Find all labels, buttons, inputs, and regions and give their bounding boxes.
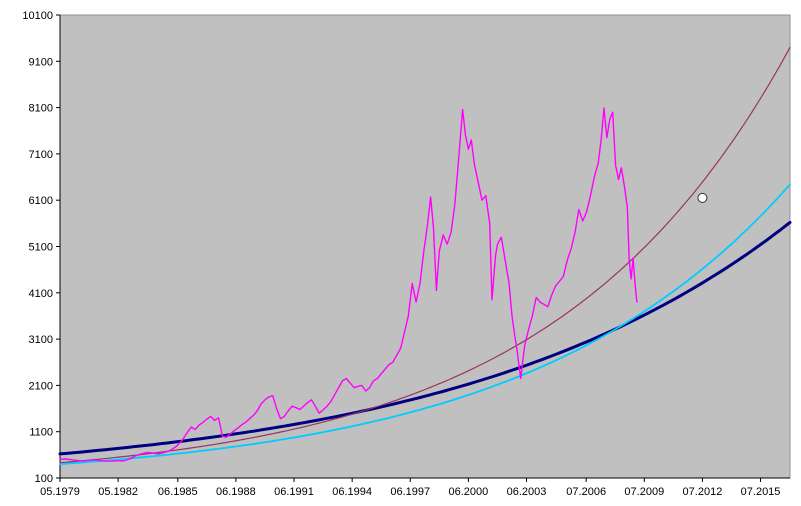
y-tick-label: 6100 xyxy=(29,195,53,207)
x-tick-label: 06.1991 xyxy=(274,486,314,498)
y-tick-label: 7100 xyxy=(29,149,53,161)
y-tick-label: 2100 xyxy=(29,380,53,392)
y-tick-label: 100 xyxy=(35,473,53,485)
forecast-marker xyxy=(697,192,708,203)
x-tick-label: 07.2015 xyxy=(741,486,781,498)
y-tick-label: 4100 xyxy=(29,288,53,300)
x-tick-label: 07.2012 xyxy=(683,486,723,498)
x-tick-label: 06.1994 xyxy=(332,486,372,498)
x-tick-label: 06.1988 xyxy=(216,486,256,498)
y-tick-label: 10100 xyxy=(22,10,53,22)
y-tick-label: 1100 xyxy=(29,427,53,439)
y-tick-label: 3100 xyxy=(29,334,53,346)
x-tick-label: 06.1985 xyxy=(158,486,198,498)
x-tick-label: 05.1979 xyxy=(40,486,80,498)
x-tick-label: 07.2006 xyxy=(566,486,606,498)
x-tick-label: 06.2000 xyxy=(449,486,489,498)
x-tick-label: 05.1982 xyxy=(98,486,138,498)
y-tick-label: 9100 xyxy=(29,56,53,68)
y-tick-label: 5100 xyxy=(29,242,53,254)
trend-exponential-fast xyxy=(59,46,791,464)
index-price-series xyxy=(59,107,638,462)
x-tick-label: 06.1997 xyxy=(390,486,430,498)
x-tick-label: 07.2009 xyxy=(624,486,664,498)
x-tick-label: 06.2003 xyxy=(507,486,547,498)
y-tick-label: 8100 xyxy=(29,103,53,115)
trend-exponential-mid xyxy=(59,183,791,466)
